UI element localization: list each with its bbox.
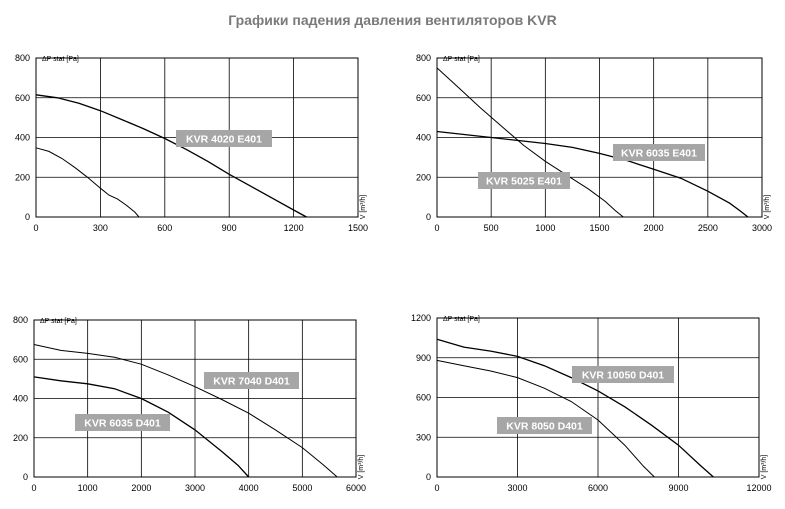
x-tick-label: 6000 xyxy=(588,483,608,493)
x-axis-label: V [m³/h] xyxy=(360,195,367,220)
x-axis-label: V [m³/h] xyxy=(358,455,365,480)
series-line xyxy=(35,94,307,218)
series-label: KVR 10050 D401 xyxy=(582,370,664,382)
x-tick-label: 3000 xyxy=(185,483,205,493)
series-line xyxy=(33,344,338,478)
x-tick-label: 6000 xyxy=(346,483,366,493)
y-axis-label: ΔP stat [Pa] xyxy=(42,56,79,63)
x-tick-label: 0 xyxy=(33,223,38,233)
x-axis-label: V [m³/h] xyxy=(761,455,768,480)
x-axis-label: V [m³/h] xyxy=(764,195,771,220)
x-tick-label: 1000 xyxy=(535,223,555,233)
y-axis-label: ΔP stat [Pa] xyxy=(443,56,480,63)
x-tick-label: 900 xyxy=(222,223,237,233)
series-label-box xyxy=(176,130,272,147)
series-label-box xyxy=(572,366,674,383)
x-tick-label: 4000 xyxy=(239,483,259,493)
y-tick-label: 0 xyxy=(25,212,30,222)
series-label: KVR 7040 D401 xyxy=(213,376,290,388)
y-tick-label: 200 xyxy=(13,433,28,443)
y-tick-label: 0 xyxy=(426,472,431,482)
x-tick-label: 0 xyxy=(434,223,439,233)
y-tick-label: 300 xyxy=(416,432,431,442)
x-tick-label: 9000 xyxy=(668,483,688,493)
series-line xyxy=(436,359,655,478)
series-label: KVR 4020 E401 xyxy=(186,134,262,146)
x-tick-label: 600 xyxy=(157,223,172,233)
series-label-box xyxy=(478,172,570,189)
x-tick-label: 2500 xyxy=(698,223,718,233)
x-tick-label: 500 xyxy=(484,223,499,233)
y-tick-label: 400 xyxy=(416,133,431,143)
y-tick-label: 400 xyxy=(13,394,28,404)
series-label-box xyxy=(497,417,592,434)
series-line xyxy=(33,376,250,478)
x-tick-label: 2000 xyxy=(644,223,664,233)
x-tick-label: 300 xyxy=(93,223,108,233)
y-tick-label: 600 xyxy=(416,393,431,403)
y-tick-label: 600 xyxy=(15,93,30,103)
series-line xyxy=(436,338,714,478)
x-tick-label: 3000 xyxy=(507,483,527,493)
y-tick-label: 0 xyxy=(426,212,431,222)
series-label-box xyxy=(204,372,299,389)
series-label: KVR 5025 E401 xyxy=(486,176,562,188)
x-tick-label: 12000 xyxy=(746,483,771,493)
x-tick-label: 1200 xyxy=(284,223,304,233)
y-tick-label: 200 xyxy=(416,172,431,182)
x-tick-label: 1000 xyxy=(78,483,98,493)
x-tick-label: 0 xyxy=(31,483,36,493)
y-axis-label: ΔP stat [Pa] xyxy=(40,318,77,325)
x-tick-label: 1500 xyxy=(589,223,609,233)
series-line xyxy=(436,67,624,218)
y-tick-label: 200 xyxy=(15,172,30,182)
x-tick-label: 5000 xyxy=(292,483,312,493)
page-title: Графики падения давления вентиляторов KV… xyxy=(228,12,557,28)
y-tick-label: 900 xyxy=(416,353,431,363)
y-tick-label: 800 xyxy=(416,53,431,63)
x-tick-label: 0 xyxy=(434,483,439,493)
series-label: KVR 6035 E401 xyxy=(621,148,697,160)
y-tick-label: 800 xyxy=(13,315,28,325)
series-label: KVR 8050 D401 xyxy=(506,421,583,433)
y-tick-label: 600 xyxy=(416,93,431,103)
x-tick-label: 2000 xyxy=(131,483,151,493)
series-line xyxy=(35,147,140,218)
y-tick-label: 0 xyxy=(23,472,28,482)
series-label: KVR 6035 D401 xyxy=(84,418,161,430)
x-tick-label: 3000 xyxy=(752,223,772,233)
y-tick-label: 400 xyxy=(15,133,30,143)
series-label-box xyxy=(75,414,170,431)
y-tick-label: 1200 xyxy=(411,313,431,323)
y-tick-label: 600 xyxy=(13,354,28,364)
series-label-box xyxy=(613,144,705,161)
x-tick-label: 1500 xyxy=(348,223,368,233)
y-tick-label: 800 xyxy=(15,53,30,63)
y-axis-label: ΔP stat [Pa] xyxy=(443,316,480,323)
